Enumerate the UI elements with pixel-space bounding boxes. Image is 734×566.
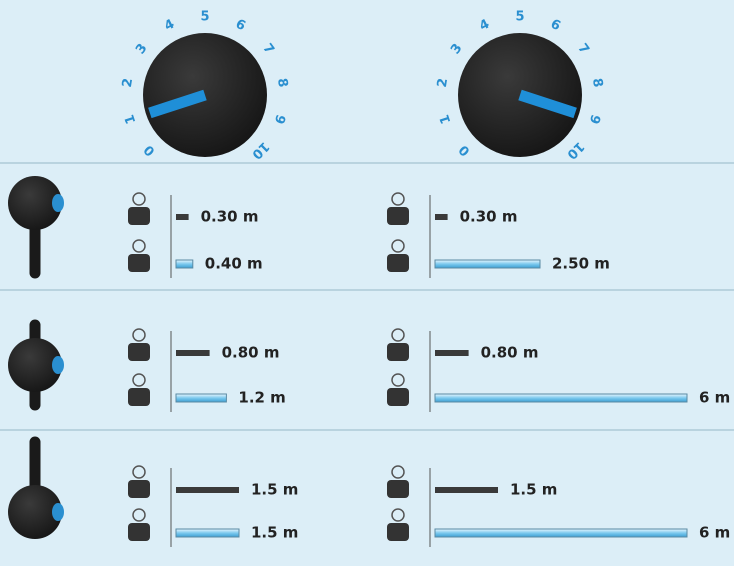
distance-bar [434, 259, 541, 269]
speaker-icon [128, 207, 150, 225]
speaker-icon [387, 388, 409, 406]
speaker-icon [132, 192, 146, 206]
distance-label: 6 m [699, 524, 730, 542]
speaker-icon [128, 388, 150, 406]
sensor-eye [52, 194, 64, 212]
distance-label: 0.80 m [222, 344, 280, 362]
speaker-icon [387, 523, 409, 541]
dial-tick-label: 8 [589, 77, 605, 88]
distance-bar [175, 528, 240, 538]
speaker-icon [132, 465, 146, 479]
distance-label: 1.5 m [510, 481, 557, 499]
speaker-icon [387, 480, 409, 498]
speaker-icon [128, 254, 150, 272]
sensor-ball [8, 485, 62, 539]
sensor-ball [8, 176, 62, 230]
dial-tick-label: 5 [515, 10, 524, 25]
speaker-icon [128, 523, 150, 541]
distance-bar [176, 487, 239, 493]
speaker-icon [132, 328, 146, 342]
dial-tick-label: 5 [200, 10, 209, 25]
speaker-icon [387, 207, 409, 225]
sensor-ball [8, 338, 62, 392]
sensor-eye [52, 356, 64, 374]
distance-label: 1.2 m [238, 389, 285, 407]
speaker-icon [132, 239, 146, 253]
speaker-icon [391, 465, 405, 479]
speaker-icon [391, 508, 405, 522]
distance-bar [434, 393, 688, 403]
speaker-icon [132, 508, 146, 522]
distance-bar [176, 214, 189, 220]
speaker-icon [391, 192, 405, 206]
distance-bar [435, 487, 498, 493]
speaker-icon [132, 373, 146, 387]
speaker-icon [128, 480, 150, 498]
speaker-icon [387, 343, 409, 361]
distance-label: 2.50 m [552, 255, 610, 273]
speaker-icon [391, 373, 405, 387]
distance-bar [176, 350, 210, 356]
dial-pointer [148, 89, 207, 119]
speaker-icon [391, 328, 405, 342]
speaker-icon [128, 343, 150, 361]
distance-bar [175, 393, 227, 403]
dial-tick-label: 9 [271, 112, 288, 125]
distance-label: 0.30 m [460, 208, 518, 226]
sensor-eye [52, 503, 64, 521]
dial-tick-label: 1 [437, 112, 454, 125]
distance-bar [435, 350, 469, 356]
speaker-icon [391, 239, 405, 253]
dial-tick-label: 8 [274, 77, 290, 88]
distance-label: 6 m [699, 389, 730, 407]
distance-bar [175, 259, 194, 269]
distance-label: 0.30 m [201, 208, 259, 226]
distance-label: 0.80 m [481, 344, 539, 362]
distance-label: 1.5 m [251, 524, 298, 542]
dial-tick-label: 9 [586, 112, 603, 125]
distance-label: 0.40 m [205, 255, 263, 273]
dial-tick-label: 1 [122, 112, 139, 125]
distance-bar [435, 214, 448, 220]
dial-tick-label: 2 [435, 77, 451, 88]
distance-label: 1.5 m [251, 481, 298, 499]
dial-pointer [518, 89, 577, 119]
distance-bar [434, 528, 688, 538]
dial-tick-label: 2 [120, 77, 136, 88]
speaker-icon [387, 254, 409, 272]
